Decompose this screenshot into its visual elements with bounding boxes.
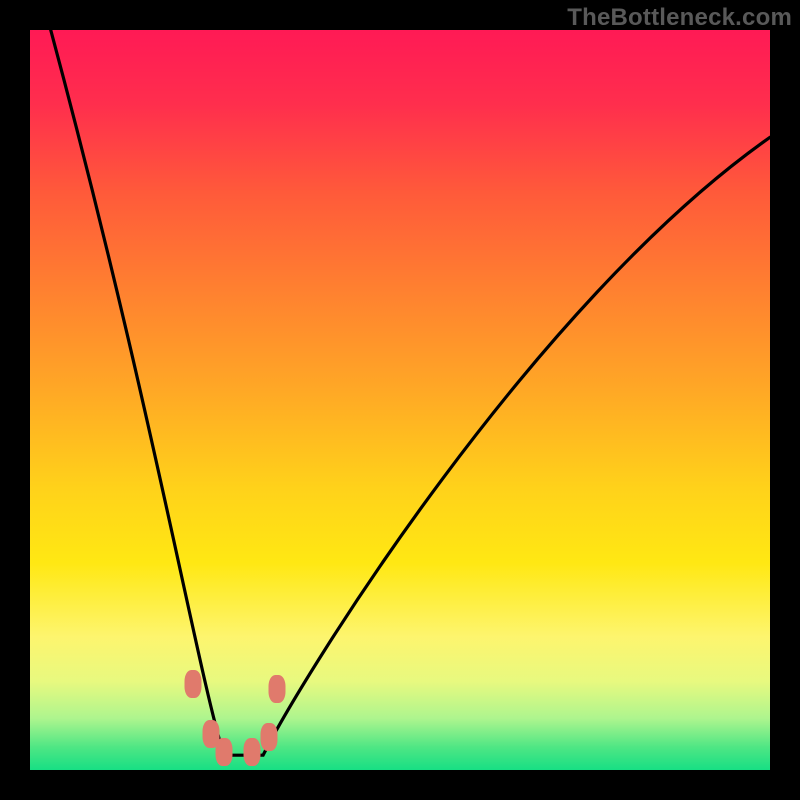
curve-marker bbox=[269, 675, 286, 703]
chart-plot-area bbox=[30, 30, 770, 770]
curve-marker bbox=[244, 738, 261, 766]
curve-marker bbox=[215, 738, 232, 766]
curve-marker bbox=[184, 670, 201, 698]
watermark-text: TheBottleneck.com bbox=[567, 4, 792, 32]
chart-curve-layer bbox=[30, 30, 770, 770]
v-curve bbox=[51, 30, 770, 755]
curve-marker bbox=[261, 723, 278, 751]
